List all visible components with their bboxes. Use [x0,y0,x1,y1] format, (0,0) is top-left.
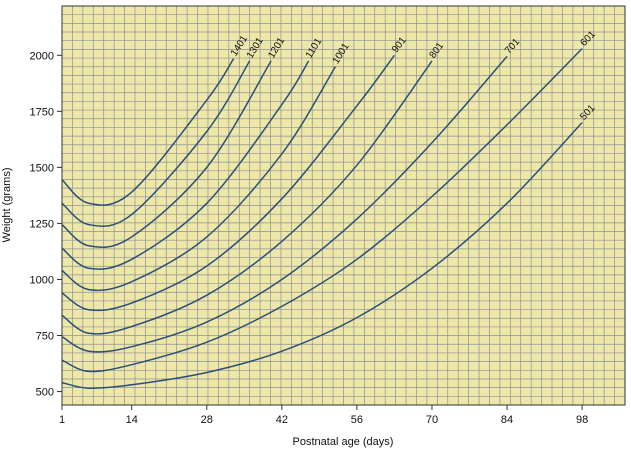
y-tick-label: 1000 [30,274,54,286]
series-line-801 [61,60,433,335]
series-line-1201 [61,60,272,249]
plot-border [61,5,626,406]
y-tick-label: 500 [36,387,54,399]
x-axis-ticks: 1 14 28 42 56 70 84 98 [59,405,588,426]
x-tick-label: 14 [126,414,138,426]
x-tick-label: 28 [201,414,213,426]
series-line-701 [61,55,508,353]
series-lines [61,48,583,390]
x-tick-label: 56 [351,414,363,426]
x-tick-label: 70 [426,414,438,426]
x-axis-title: Postnatal age (days) [293,436,394,448]
series-line-1401 [61,58,235,206]
y-tick-label: 1500 [30,162,54,174]
y-tick-label: 1250 [30,218,54,230]
series-line-1001 [61,66,337,292]
series-line-1301 [61,60,251,228]
y-tick-label: 2000 [30,50,54,62]
x-tick-label: 98 [576,414,588,426]
x-tick-label: 84 [501,414,513,426]
y-axis-ticks: 500 750 1000 1250 1500 1750 2000 [30,50,62,399]
y-tick-label: 1750 [30,106,54,118]
series-line-601 [61,48,583,373]
grid [62,6,625,405]
x-tick-label: 1 [59,414,65,426]
series-line-501 [61,122,583,390]
series-line-901 [61,54,396,312]
x-tick-label: 42 [276,414,288,426]
y-tick-label: 750 [36,331,54,343]
series-line-1101 [61,60,310,270]
y-axis-title: Weight (grams) [1,168,13,243]
